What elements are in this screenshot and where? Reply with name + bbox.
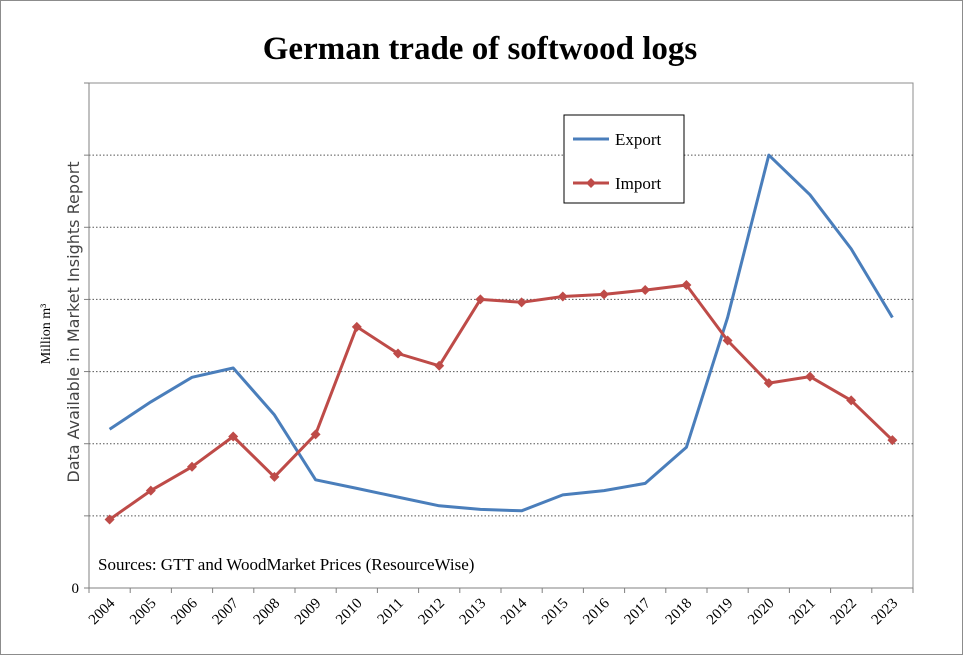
y-tick-labels: 0 (72, 581, 80, 597)
legend-items: Export Import (573, 130, 662, 193)
x-tick-label: 2018 (663, 596, 696, 629)
x-tick-label: 2008 (251, 596, 284, 629)
data-point (805, 371, 815, 382)
legend-label-export: Export (615, 130, 662, 149)
data-point (640, 285, 651, 296)
series-export (108, 153, 894, 513)
data-point (310, 429, 321, 440)
series-line-export (108, 153, 894, 513)
x-tick-label: 2014 (498, 595, 531, 628)
chart-title: German trade of softwood logs (263, 31, 698, 67)
data-point (846, 395, 857, 406)
data-point (393, 348, 403, 359)
watermark-text: Data Available in Market Insights Report (64, 161, 83, 482)
x-tick-label: 2017 (622, 595, 655, 628)
x-tick-label: 2016 (580, 595, 613, 628)
series-line-import (108, 283, 894, 521)
series-import (104, 280, 898, 525)
data-point (228, 431, 239, 442)
x-tick-label: 2023 (869, 596, 902, 629)
legend-marker (586, 178, 596, 188)
x-tick-label: 2007 (210, 595, 243, 628)
axes (84, 82, 914, 593)
legend-label-import: Import (615, 174, 662, 193)
data-point (887, 435, 898, 446)
series-layer (104, 153, 898, 525)
x-tick-label: 2006 (168, 595, 201, 628)
data-point (434, 360, 445, 371)
x-tick-label: 2010 (333, 596, 366, 629)
x-tick-label: 2013 (457, 596, 490, 629)
data-point (475, 294, 486, 305)
legend-box (563, 114, 685, 204)
data-point (104, 514, 115, 525)
plot-area (88, 82, 914, 589)
y-tick-label: 0 (72, 581, 80, 597)
data-point (722, 335, 733, 346)
data-point (269, 471, 280, 482)
gridlines (89, 154, 913, 517)
x-tick-labels: 2004 2005 2006 2007 2008 2009 2010 2011 2012 2013… (86, 595, 901, 628)
legend: Export Import (563, 114, 685, 204)
data-point (763, 378, 774, 389)
x-tick-label: 2015 (539, 596, 572, 629)
x-tick-label: 2021 (786, 596, 819, 629)
x-tick-label: 2022 (828, 596, 861, 629)
x-tick-label: 2012 (416, 596, 449, 629)
x-tick-label: 2005 (127, 596, 160, 629)
data-point (187, 461, 197, 472)
data-point (351, 321, 362, 332)
x-tick-label: 2009 (292, 596, 325, 629)
data-point (557, 291, 568, 302)
data-point (516, 297, 527, 308)
x-tick-label: 2004 (86, 595, 119, 628)
y-axis-label: Million m³ (39, 304, 54, 365)
x-tick-label: 2011 (375, 596, 407, 628)
source-note: Sources: GTT and WoodMarket Prices (Reso… (98, 555, 474, 574)
data-point (599, 289, 609, 300)
data-point (145, 485, 156, 496)
data-point (681, 280, 692, 290)
x-tick-label: 2019 (704, 596, 737, 629)
x-tick-label: 2020 (745, 596, 778, 629)
